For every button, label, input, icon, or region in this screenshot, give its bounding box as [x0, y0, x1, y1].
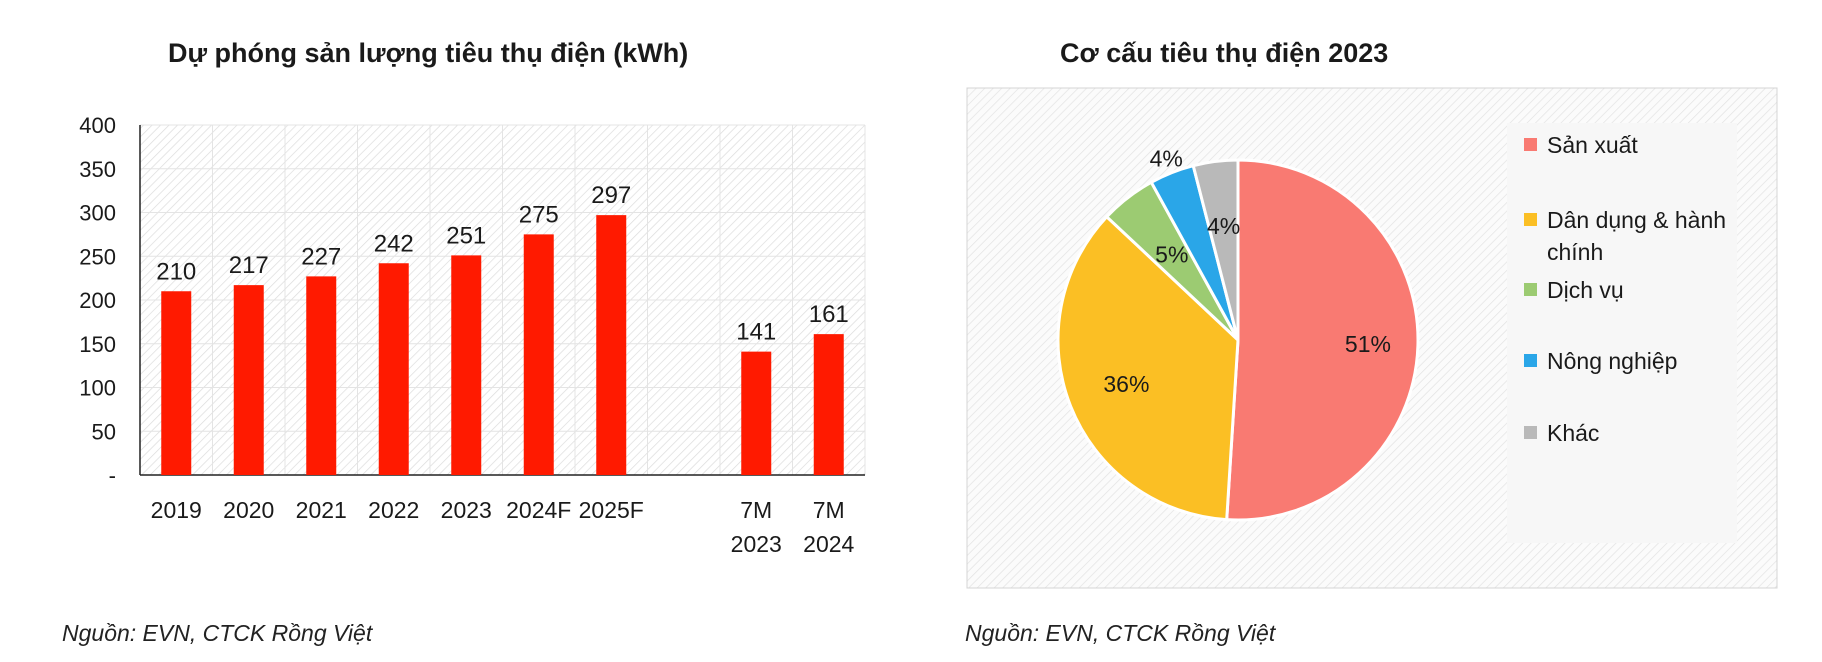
bar-data-label: 297	[591, 182, 631, 209]
x-tick-label: 2023	[441, 497, 492, 523]
bar-chart: - 50 100 150 200 250 300 350 400 210 217 227 242 251…	[79, 113, 866, 557]
legend-label: Nông nghiệp	[1547, 348, 1677, 374]
legend-label: Sản xuất	[1547, 132, 1638, 158]
x-tick-label: 7M	[740, 497, 772, 523]
bar	[451, 255, 482, 475]
pie-data-label: 5%	[1155, 242, 1188, 268]
legend-swatch	[1524, 426, 1537, 439]
x-tick-label: 2019	[151, 497, 202, 523]
y-tick-label: 200	[79, 288, 116, 313]
y-tick-label: 250	[79, 244, 116, 269]
bar-data-label: 161	[809, 301, 849, 328]
bar-chart-title: Dự phóng sản lượng tiêu thụ điện (kWh)	[168, 38, 689, 68]
bar	[523, 234, 554, 475]
bar	[741, 351, 772, 475]
x-tick-label: 2022	[368, 497, 419, 523]
pie-data-label: 51%	[1345, 331, 1391, 357]
y-tick-label: 150	[79, 332, 116, 357]
y-tick-label: 400	[79, 113, 116, 138]
bar-data-label: 141	[736, 319, 776, 346]
bar	[233, 285, 264, 475]
bar	[813, 334, 844, 475]
bar-data-label: 242	[374, 230, 414, 257]
pie-chart-title: Cơ cấu tiêu thụ điện 2023	[1060, 38, 1389, 68]
y-tick-label: 300	[79, 201, 116, 226]
y-tick-label: 100	[79, 376, 116, 401]
bar-data-label: 251	[446, 222, 486, 249]
pie-chart-source: Nguồn: EVN, CTCK Rồng Việt	[965, 620, 1276, 646]
y-tick-label: -	[109, 463, 116, 488]
legend-box	[1507, 123, 1737, 543]
legend-label: chính	[1547, 239, 1603, 265]
bar-data-label: 210	[156, 258, 196, 285]
legend-label: Dân dụng & hành	[1547, 207, 1726, 233]
bar-data-label: 217	[229, 252, 269, 279]
bar-data-label: 275	[519, 201, 559, 228]
legend-swatch	[1524, 213, 1537, 226]
pie-data-label: 36%	[1103, 371, 1149, 397]
legend-swatch	[1524, 354, 1537, 367]
pie-slice	[1225, 158, 1420, 522]
x-tick-label: 2020	[223, 497, 274, 523]
legend-swatch	[1524, 138, 1537, 151]
legend-label: Khác	[1547, 420, 1599, 446]
x-tick-label: 2023	[731, 531, 782, 557]
x-tick-label: 7M	[813, 497, 845, 523]
y-tick-label: 50	[92, 419, 116, 444]
x-tick-label: 2024F	[506, 497, 571, 523]
bar	[378, 263, 409, 475]
pie-chart: 51% 36% 5% 4% 4% Sản xuất Dân dụng & hành chín…	[966, 87, 1778, 589]
bar-chart-source: Nguồn: EVN, CTCK Rồng Việt	[62, 620, 373, 646]
pie-slice	[1191, 158, 1240, 341]
legend-swatch	[1524, 283, 1537, 296]
pie-data-label: 4%	[1207, 213, 1240, 239]
x-tick-label: 2024	[803, 531, 854, 557]
bar-data-label: 227	[301, 243, 341, 270]
legend-label: Dịch vụ	[1547, 277, 1624, 303]
bar	[306, 276, 337, 475]
x-tick-label: 2021	[296, 497, 347, 523]
x-tick-label: 2025F	[579, 497, 644, 523]
bar	[596, 215, 627, 475]
bar	[161, 291, 192, 475]
y-tick-label: 350	[79, 157, 116, 182]
pie-data-label: 4%	[1150, 146, 1183, 172]
pie-slice	[1056, 214, 1240, 522]
